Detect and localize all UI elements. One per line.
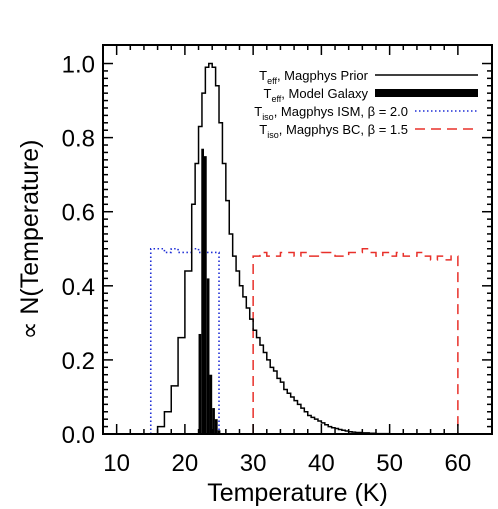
- y-tick-label: 0.2: [62, 348, 95, 375]
- x-tick-label: 50: [376, 450, 403, 477]
- model-histogram-bar: [214, 419, 218, 434]
- plot-frame: [102, 44, 493, 435]
- model-histogram-bar: [204, 156, 207, 434]
- prior-legend-label: Teff, Magphys Prior: [259, 68, 368, 86]
- y-axis-label: ∝ N(Temperature): [16, 140, 44, 340]
- x-axis-label: Temperature (K): [207, 479, 388, 507]
- x-tick-label: 20: [172, 450, 199, 477]
- model-legend-label: Teff, Model Galaxy: [264, 86, 369, 104]
- x-tick-label: 10: [103, 450, 130, 477]
- y-tick-label: 0.8: [62, 126, 95, 153]
- bc-legend-label: Tiso, Magphys BC, β = 1.5: [259, 122, 408, 140]
- ism-legend-label: Tiso, Magphys ISM, β = 2.0: [254, 104, 408, 122]
- x-tick-label: 30: [240, 450, 267, 477]
- y-tick-label: 0.6: [62, 200, 95, 227]
- y-tick-label: 0.0: [62, 422, 95, 449]
- ticks-layer: 10 20 30 40 50 60 0.0 0.2 0.4 0.6 0.8 1.0: [62, 45, 492, 477]
- bc-histogram-line: [252, 248, 459, 434]
- model-histogram-bar: [201, 148, 205, 434]
- model-histogram-bar: [209, 374, 213, 434]
- model-histogram-bar: [217, 430, 221, 434]
- y-tick-label: 1.0: [62, 52, 95, 79]
- model-histogram-bar: [198, 333, 202, 434]
- x-tick-label: 60: [445, 450, 472, 477]
- model-histogram-bar: [206, 278, 210, 434]
- x-tick-label: 40: [308, 450, 335, 477]
- prior-histogram-line: [156, 62, 391, 435]
- model-legend-swatch: [375, 89, 478, 97]
- y-tick-label: 0.4: [62, 274, 95, 301]
- series-layer: [149, 62, 459, 435]
- model-histogram-bar: [212, 408, 215, 434]
